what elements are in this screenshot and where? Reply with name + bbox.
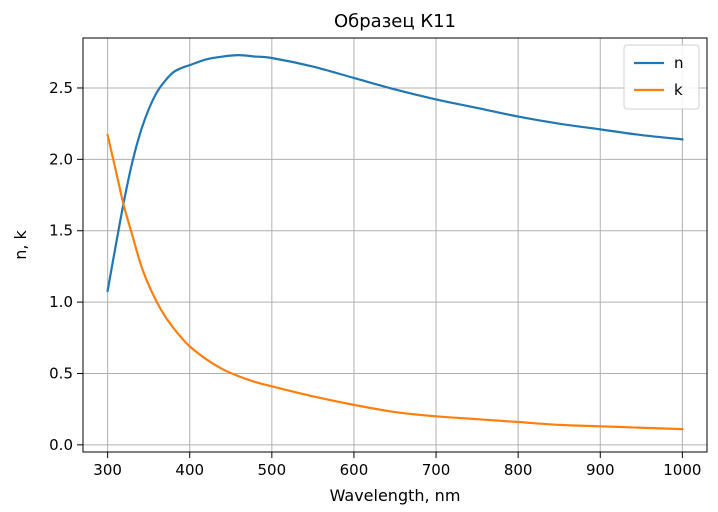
series-line-n	[106, 54, 684, 292]
x-tick-label: 700	[422, 461, 451, 479]
x-axis-label: Wavelength, nm	[330, 486, 461, 505]
x-tick-label: 800	[504, 461, 533, 479]
y-tick-label: 1.5	[49, 222, 73, 240]
series-layer	[106, 54, 684, 431]
x-tick-label: 400	[175, 461, 204, 479]
y-tick-label: 2.0	[49, 150, 73, 168]
x-tick-label: 300	[93, 461, 122, 479]
x-tick-label: 1000	[663, 461, 701, 479]
x-tick-label: 900	[586, 461, 615, 479]
y-tick-label: 1.0	[49, 293, 73, 311]
series-line-k	[106, 133, 684, 431]
legend-box	[623, 44, 700, 110]
legend: nk	[623, 44, 700, 110]
legend-label-k: k	[674, 81, 683, 99]
ticks: 300 400 500 600 700 800 900 1000 0.0 0.5 1.0 1.5 2.0…	[49, 79, 701, 479]
legend-label-n: n	[674, 54, 684, 72]
x-tick-label: 500	[258, 461, 287, 479]
x-tick-label: 600	[340, 461, 369, 479]
y-axis-label: n, k	[11, 229, 30, 259]
y-tick-label: 0.5	[49, 364, 73, 382]
plot-frame	[82, 37, 708, 453]
y-tick-label: 0.0	[49, 436, 73, 454]
chart-title: Образец К11	[334, 11, 456, 32]
y-tick-label: 2.5	[49, 79, 73, 97]
